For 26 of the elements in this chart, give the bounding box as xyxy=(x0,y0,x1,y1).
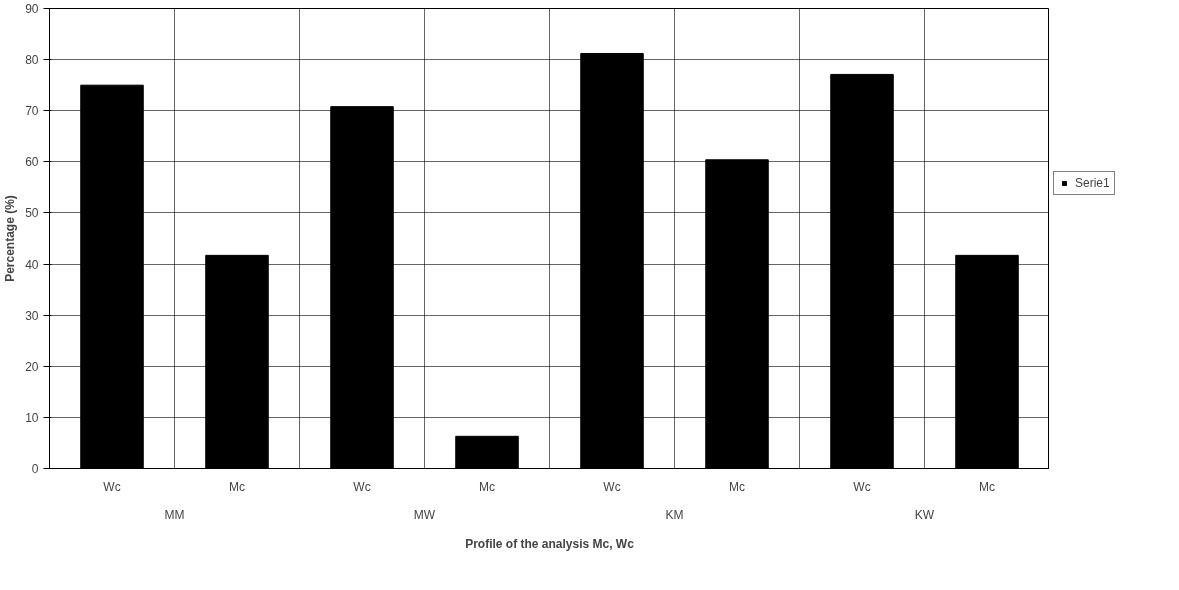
bar xyxy=(455,435,519,469)
y-axis-title: Percentage (%) xyxy=(3,195,18,282)
x-axis-title: Profile of the analysis Mc, Wc xyxy=(465,536,635,551)
x-tick-label: Mc xyxy=(229,479,245,494)
y-tick-label: 80 xyxy=(25,53,39,68)
text: MW xyxy=(413,507,436,522)
x-tick-label: Mc xyxy=(979,479,995,494)
y-tick-label: 0 xyxy=(31,462,39,476)
y-tick-label: 10 xyxy=(25,410,39,425)
y-tick-label: 30 xyxy=(25,308,39,323)
text: KM xyxy=(665,507,684,522)
y-tick-label: 40 xyxy=(25,257,39,272)
x-tick-label: Wc xyxy=(603,479,621,494)
x-tick-label: Mc xyxy=(479,479,495,494)
x-tick-label: Wc xyxy=(353,479,371,494)
y-tick-label: 70 xyxy=(25,104,39,119)
y-tick-label: 90 xyxy=(25,2,39,16)
x-tick-label: Wc xyxy=(103,479,121,494)
y-tick-label: 50 xyxy=(25,206,39,221)
text: KW xyxy=(914,507,935,522)
y-tick-label: 20 xyxy=(25,359,39,374)
x-tick-label: Mc xyxy=(729,479,745,494)
x-tick-label: Wc xyxy=(853,479,871,494)
legend-label: Serie1 xyxy=(1075,176,1110,190)
y-tick-label: 60 xyxy=(25,155,39,170)
text: MM xyxy=(164,507,185,522)
